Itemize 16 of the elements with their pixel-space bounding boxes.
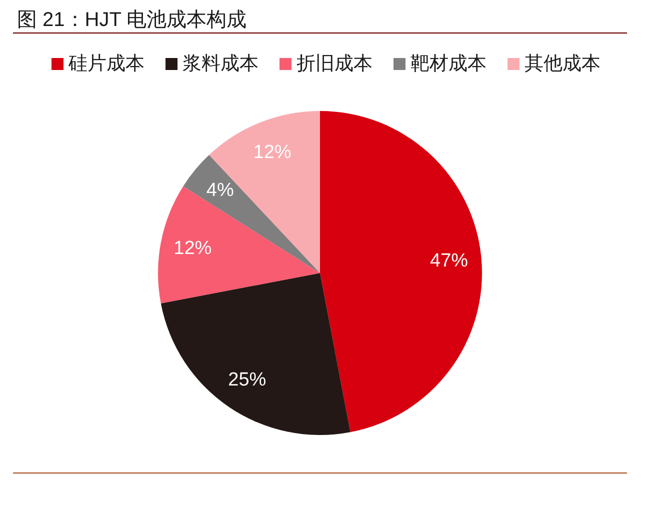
legend-label: 浆料成本	[182, 54, 258, 74]
data-label: 12%	[174, 238, 212, 260]
legend-item: 其他成本	[508, 54, 600, 74]
legend-item: 浆料成本	[166, 54, 258, 74]
data-label: 4%	[206, 180, 234, 201]
data-label: 12%	[253, 142, 292, 163]
legend-label: 硅片成本	[68, 54, 144, 74]
legend-item: 靶材成本	[394, 54, 486, 74]
data-label: 47%	[430, 250, 468, 272]
legend-item: 硅片成本	[52, 54, 144, 74]
title: 图 21：HJT 电池成本构成	[17, 9, 247, 31]
data-label: 25%	[228, 370, 266, 391]
legend-item: 折旧成本	[280, 54, 372, 74]
legend-label: 折旧成本	[296, 54, 372, 74]
legend-label: 靶材成本	[410, 54, 486, 74]
legend-label: 其他成本	[524, 54, 600, 74]
